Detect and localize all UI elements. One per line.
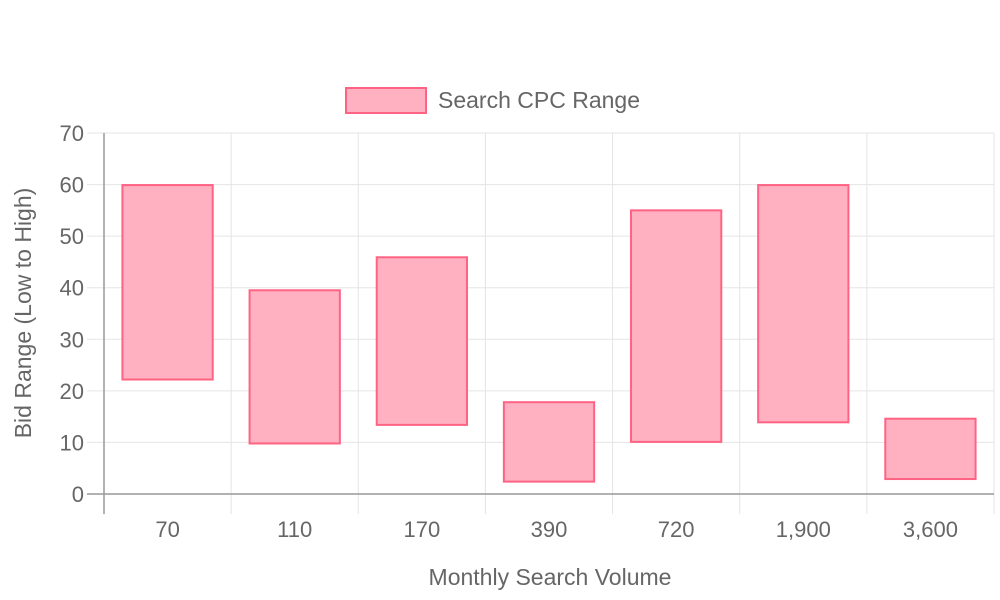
y-tick-label: 70 [60,121,84,146]
bar[interactable] [121,184,214,381]
x-tick-label: 1,900 [776,517,831,542]
x-axis-title: Monthly Search Volume [429,564,672,590]
y-tick-label: 20 [60,379,84,404]
bar[interactable] [375,256,468,426]
bar[interactable] [630,209,723,443]
bar[interactable] [248,289,341,445]
x-tick-label: 170 [403,517,440,542]
x-tick-label: 720 [658,517,695,542]
bar[interactable] [502,401,596,483]
x-tick-labels: 70 110 170 390 720 1,900 3,600 [155,517,958,542]
legend[interactable]: Search CPC Range [345,87,640,114]
x-tick-label: 3,600 [903,517,958,542]
y-tick-label: 40 [60,276,84,301]
y-axis-title: Bid Range (Low to High) [10,188,36,439]
y-tick-label: 60 [60,173,84,198]
y-tick-label: 50 [60,224,84,249]
y-tick-labels: 0 10 20 30 40 50 60 70 [60,121,84,507]
x-tick-label: 110 [277,517,312,542]
x-tick-label: 70 [155,517,179,542]
bars [121,184,977,483]
y-tick-label: 10 [60,430,84,455]
legend-label[interactable]: Search CPC Range [438,87,640,113]
y-tick-label: 0 [72,482,84,507]
axes [87,132,994,514]
bar[interactable] [757,184,850,424]
legend-swatch[interactable] [345,87,427,114]
x-tick-label: 390 [531,517,568,542]
bar[interactable] [884,417,977,481]
y-tick-label: 30 [60,327,84,352]
